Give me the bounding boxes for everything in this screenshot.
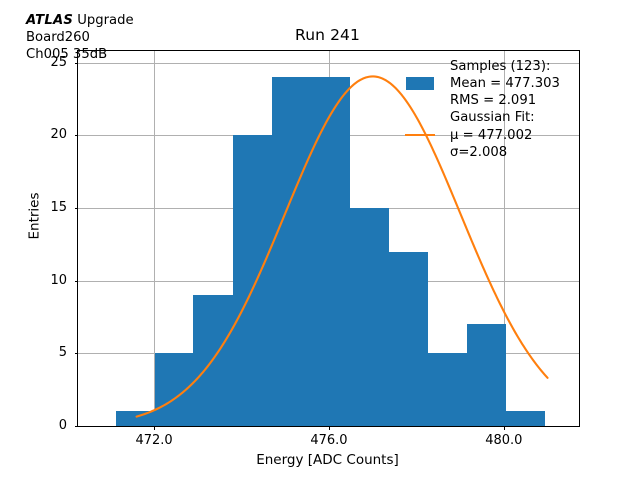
legend-sigma-value: σ=2.008 xyxy=(450,144,508,160)
page-title: Run 241 xyxy=(295,26,360,44)
atlas-label: ATLAS xyxy=(26,13,74,28)
atlas-annotation: ATLAS Upgrade Board260 Ch005 35dB xyxy=(26,12,134,63)
y-tick-label: 10 xyxy=(50,272,67,288)
fit-swatch-cell xyxy=(398,109,442,160)
histogram-bar xyxy=(271,77,311,426)
fit-legend-text: Gaussian Fit: μ = 477.002 σ=2.008 xyxy=(450,109,560,160)
gaussian-fit-curve xyxy=(135,75,549,418)
histogram-legend-text: Samples (123): Mean = 477.303 RMS = 2.09… xyxy=(450,58,560,109)
fit-line-swatch xyxy=(405,134,435,137)
x-tick-mark xyxy=(154,426,156,430)
y-tick-mark xyxy=(74,62,78,64)
legend-mean-value: Mean = 477.303 xyxy=(450,76,560,92)
histogram-swatch-cell xyxy=(398,58,442,109)
plot-clip-region xyxy=(78,51,579,426)
y-tick-mark xyxy=(74,135,78,137)
chart-legend: Samples (123): Mean = 477.303 RMS = 2.09… xyxy=(398,58,560,161)
y-tick-label: 20 xyxy=(50,127,67,143)
histogram-bar xyxy=(427,353,468,426)
grid-line-vertical xyxy=(503,51,505,426)
legend-samples-header: Samples (123): xyxy=(450,59,551,74)
histogram-bar xyxy=(349,207,389,426)
legend-rms-value: RMS = 2.091 xyxy=(450,93,537,109)
annotation-line-3: Ch005 35dB xyxy=(26,47,108,63)
y-tick-label: 5 xyxy=(58,345,67,361)
y-tick-label: 15 xyxy=(50,199,67,215)
x-tick-label: 480.0 xyxy=(485,433,523,448)
x-tick-mark xyxy=(503,426,505,430)
histogram-bar xyxy=(388,251,428,426)
y-axis-label: Entries xyxy=(26,192,43,240)
histogram-bar xyxy=(310,77,350,426)
histogram-bar xyxy=(505,411,545,426)
x-tick-mark xyxy=(328,426,331,430)
x-tick-label: 472.0 xyxy=(135,433,173,448)
y-tick-label: 25 xyxy=(50,54,67,70)
x-axis-label: Energy [ADC Counts] xyxy=(256,452,399,468)
histogram-color-swatch xyxy=(406,77,434,91)
grid-line-horizontal xyxy=(78,62,579,64)
y-tick-mark xyxy=(74,426,78,428)
x-tick-label: 476.0 xyxy=(310,433,348,448)
legend-mu-value: μ = 477.002 xyxy=(450,127,533,143)
legend-fit-header: Gaussian Fit: xyxy=(450,110,535,126)
annotation-line-1: ATLAS Upgrade xyxy=(26,12,134,29)
y-tick-label: 0 xyxy=(58,418,67,433)
grid-line-vertical xyxy=(154,51,156,426)
y-tick-mark xyxy=(74,280,78,282)
annotation-line-2: Board260 xyxy=(26,30,90,46)
plot-axes: 0 5 10 15 20 25 472.0 476.0 480.0 xyxy=(50,50,580,448)
y-tick-mark xyxy=(74,207,78,210)
y-tick-mark xyxy=(74,353,78,355)
histogram-bar xyxy=(467,324,506,426)
upgrade-label: Upgrade xyxy=(73,13,134,28)
histogram-bar xyxy=(232,135,272,426)
